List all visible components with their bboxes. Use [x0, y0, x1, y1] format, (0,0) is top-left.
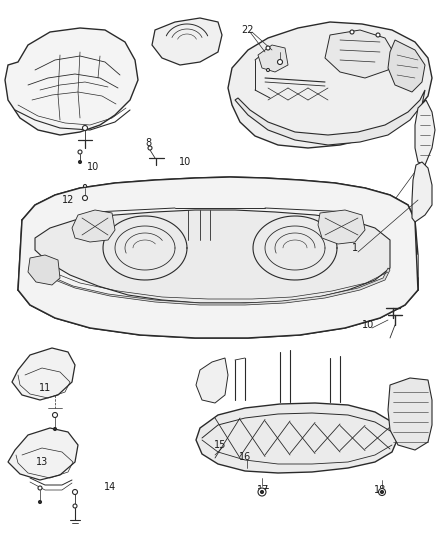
Circle shape — [38, 486, 42, 490]
Polygon shape — [388, 378, 432, 450]
Circle shape — [258, 488, 266, 496]
Polygon shape — [415, 100, 435, 165]
Polygon shape — [12, 348, 75, 400]
Polygon shape — [50, 268, 390, 305]
Text: 22: 22 — [242, 25, 254, 35]
Circle shape — [78, 150, 82, 154]
Circle shape — [376, 33, 380, 37]
Text: 15: 15 — [214, 440, 226, 450]
Circle shape — [53, 413, 57, 417]
Circle shape — [39, 500, 42, 504]
Polygon shape — [72, 210, 115, 242]
Polygon shape — [325, 30, 395, 78]
Text: 14: 14 — [104, 482, 116, 492]
Circle shape — [278, 60, 283, 64]
Polygon shape — [388, 40, 425, 92]
Circle shape — [148, 146, 152, 150]
Polygon shape — [235, 90, 425, 145]
Polygon shape — [228, 22, 432, 148]
Text: 10: 10 — [362, 320, 374, 330]
Circle shape — [53, 427, 57, 431]
Polygon shape — [318, 210, 365, 244]
Text: 10: 10 — [87, 162, 99, 172]
Circle shape — [350, 30, 354, 34]
Text: 1: 1 — [352, 243, 358, 253]
Circle shape — [378, 489, 385, 496]
Circle shape — [73, 504, 77, 508]
Polygon shape — [18, 177, 418, 338]
Text: 13: 13 — [36, 457, 48, 467]
Circle shape — [73, 489, 78, 495]
Polygon shape — [35, 210, 390, 303]
Text: 16: 16 — [239, 452, 251, 462]
Circle shape — [82, 196, 88, 200]
Polygon shape — [28, 255, 60, 285]
Text: 17: 17 — [257, 485, 269, 495]
Text: 8: 8 — [145, 138, 151, 148]
Polygon shape — [5, 28, 138, 135]
Polygon shape — [152, 18, 222, 65]
Circle shape — [84, 184, 86, 188]
Text: 10: 10 — [179, 157, 191, 167]
Circle shape — [266, 46, 270, 50]
Text: 12: 12 — [62, 195, 74, 205]
Circle shape — [266, 69, 269, 71]
Circle shape — [82, 125, 88, 131]
Circle shape — [78, 160, 81, 164]
Polygon shape — [196, 403, 398, 473]
Text: 18: 18 — [374, 485, 386, 495]
Polygon shape — [8, 428, 78, 480]
Polygon shape — [258, 45, 288, 72]
Text: 11: 11 — [39, 383, 51, 393]
Polygon shape — [196, 358, 228, 403]
Circle shape — [261, 490, 264, 494]
Polygon shape — [412, 162, 432, 222]
Circle shape — [381, 490, 384, 494]
